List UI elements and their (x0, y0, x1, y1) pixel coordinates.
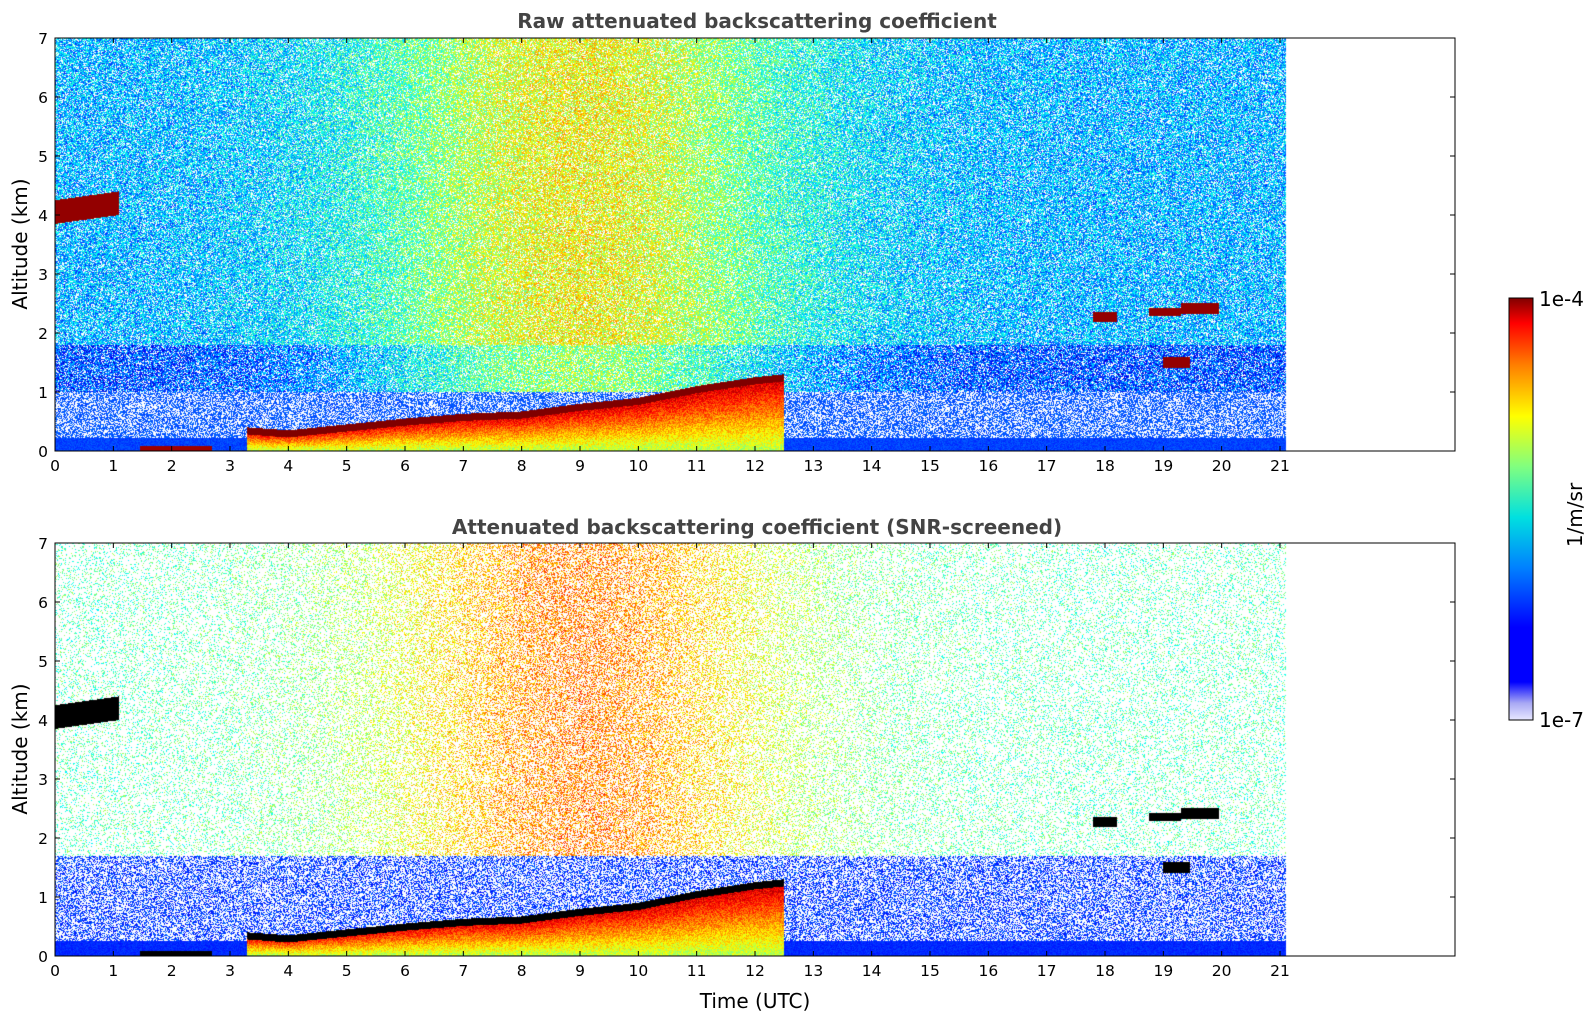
x-tick-label: 12 (745, 457, 765, 475)
panel-raw-heatmap (55, 38, 1455, 451)
panel-raw-title: Raw attenuated backscattering coefficien… (517, 9, 997, 33)
x-tick-label: 4 (283, 962, 293, 980)
x-tick-label: 7 (458, 457, 468, 475)
y-tick-label: 7 (38, 30, 48, 48)
x-tick-label: 10 (628, 962, 648, 980)
x-tick-label: 14 (862, 457, 882, 475)
y-tick-label: 0 (38, 443, 48, 461)
panel-screened-ticks: 0 1 2 3 4 5 6 7 8 9 10 11 12 13 14 15 16 17 18 19 20 21012345… (38, 535, 1455, 980)
y-tick-label: 2 (38, 830, 48, 848)
x-tick-label: 13 (803, 962, 823, 980)
y-tick-label: 1 (38, 889, 48, 907)
x-tick-label: 16 (978, 457, 998, 475)
y-tick-label: 3 (38, 266, 48, 284)
x-tick-label: 15 (920, 962, 940, 980)
x-tick-label: 11 (687, 457, 707, 475)
x-tick-label: 12 (745, 962, 765, 980)
x-tick-label: 0 (50, 962, 60, 980)
x-tick-label: 0 (50, 457, 60, 475)
x-tick-label: 1 (108, 962, 118, 980)
colorbar-unit-label: 1/m/sr (1563, 482, 1587, 547)
y-tick-label: 5 (38, 653, 48, 671)
y-tick-label: 4 (38, 207, 48, 225)
x-tick-label: 8 (517, 962, 527, 980)
x-tick-label: 16 (978, 962, 998, 980)
colorbar-max-label: 1e-4 (1539, 287, 1584, 311)
x-tick-label: 7 (458, 962, 468, 980)
x-tick-label: 6 (400, 962, 410, 980)
x-tick-label: 9 (575, 457, 585, 475)
colorbar-gradient (1508, 297, 1534, 721)
x-tick-label: 18 (1095, 962, 1115, 980)
x-tick-label: 21 (1270, 457, 1290, 475)
x-tick-label: 4 (283, 457, 293, 475)
x-tick-label: 3 (225, 962, 235, 980)
x-tick-label: 14 (862, 962, 882, 980)
x-tick-label: 15 (920, 457, 940, 475)
x-tick-label: 13 (803, 457, 823, 475)
x-tick-label: 19 (1153, 962, 1173, 980)
panel-screened: Attenuated backscattering coefficient (S… (8, 515, 1456, 1013)
panel-raw: Raw attenuated backscattering coefficien… (8, 9, 1456, 475)
x-tick-label: 17 (1037, 457, 1057, 475)
panel-screened-title: Attenuated backscattering coefficient (S… (452, 515, 1062, 539)
panel-screened-heatmap (55, 543, 1455, 956)
x-tick-label: 21 (1270, 962, 1290, 980)
x-tick-label: 20 (1212, 457, 1232, 475)
panel-raw-ticks: 0 1 2 3 4 5 6 7 8 9 10 11 12 13 14 15 16 17 18 19 20 21012345… (38, 30, 1455, 475)
panel-screened-xlabel: Time (UTC) (699, 989, 811, 1013)
x-tick-label: 20 (1212, 962, 1232, 980)
x-tick-label: 5 (342, 457, 352, 475)
x-tick-label: 10 (628, 457, 648, 475)
colorbar-min-label: 1e-7 (1539, 708, 1584, 732)
x-tick-label: 3 (225, 457, 235, 475)
x-tick-label: 18 (1095, 457, 1115, 475)
x-tick-label: 19 (1153, 457, 1173, 475)
y-tick-label: 2 (38, 325, 48, 343)
y-tick-label: 6 (38, 594, 48, 612)
panel-screened-ylabel: Altitude (km) (8, 683, 32, 814)
panel-raw-ylabel: Altitude (km) (8, 178, 32, 309)
y-tick-label: 7 (38, 535, 48, 553)
y-tick-label: 0 (38, 948, 48, 966)
colorbar: 1e-4 1e-7 1/m/sr (1508, 287, 1587, 732)
y-tick-label: 5 (38, 148, 48, 166)
y-tick-label: 3 (38, 771, 48, 789)
y-tick-label: 6 (38, 89, 48, 107)
x-tick-label: 8 (517, 457, 527, 475)
x-tick-label: 2 (167, 962, 177, 980)
x-tick-label: 6 (400, 457, 410, 475)
x-tick-label: 9 (575, 962, 585, 980)
y-tick-label: 1 (38, 384, 48, 402)
y-tick-label: 4 (38, 712, 48, 730)
x-tick-label: 5 (342, 962, 352, 980)
x-tick-label: 1 (108, 457, 118, 475)
x-tick-label: 11 (687, 962, 707, 980)
x-tick-label: 17 (1037, 962, 1057, 980)
x-tick-label: 2 (167, 457, 177, 475)
